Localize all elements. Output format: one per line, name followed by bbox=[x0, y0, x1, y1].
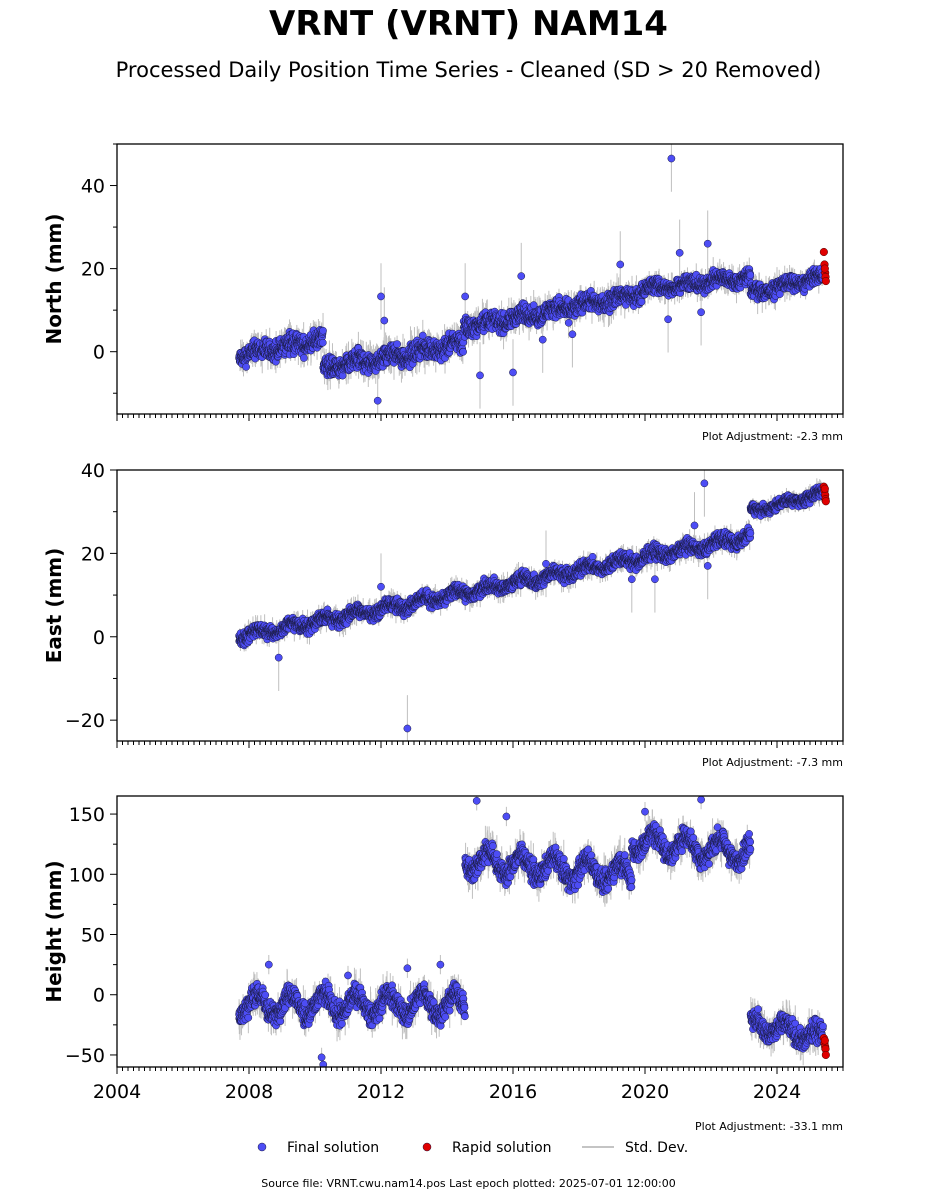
chart-title: VRNT (VRNT) NAM14 bbox=[269, 4, 668, 44]
plot-area bbox=[235, 470, 830, 741]
final-point bbox=[517, 272, 526, 280]
final-point bbox=[242, 363, 250, 371]
y-axis-label: North (mm) bbox=[42, 213, 66, 344]
final-point bbox=[538, 335, 547, 344]
final-point bbox=[393, 340, 401, 348]
plot-area bbox=[235, 144, 830, 414]
final-point bbox=[664, 315, 672, 324]
chart-subtitle: Processed Daily Position Time Series - C… bbox=[115, 58, 822, 82]
final-point bbox=[509, 368, 517, 377]
final-point bbox=[377, 292, 385, 301]
x-axis bbox=[116, 414, 844, 421]
final-point bbox=[697, 308, 705, 317]
rapid-point bbox=[820, 264, 829, 273]
final-point bbox=[568, 330, 577, 339]
final-solution-points bbox=[235, 479, 827, 733]
y-axis: 0 20 40 bbox=[81, 143, 117, 394]
final-point bbox=[529, 301, 538, 309]
final-point bbox=[373, 396, 382, 405]
final-point bbox=[667, 154, 676, 163]
final-point bbox=[703, 239, 712, 248]
final-point bbox=[418, 331, 427, 340]
rapid-solution-points bbox=[819, 247, 830, 286]
final-solution-points bbox=[235, 154, 827, 405]
final-point bbox=[300, 354, 308, 362]
final-point bbox=[459, 347, 467, 356]
final-point bbox=[380, 316, 389, 325]
plot-adjustment: Plot Adjustment: -2.3 mm bbox=[702, 430, 843, 443]
final-point bbox=[637, 297, 646, 306]
y-tick-label: 0 bbox=[93, 342, 105, 364]
y-tick-label: 20 bbox=[81, 259, 105, 281]
y-tick-label: 40 bbox=[81, 176, 105, 198]
panel-north: 0 20 40 North (mm) Plot Adjustment: -2.3 mm bbox=[42, 143, 844, 443]
final-point bbox=[564, 318, 573, 327]
final-point bbox=[318, 338, 327, 347]
final-point bbox=[319, 326, 327, 335]
rapid-point bbox=[821, 277, 830, 286]
final-point bbox=[461, 292, 469, 301]
final-point bbox=[616, 260, 625, 269]
final-point bbox=[675, 248, 684, 257]
final-point bbox=[746, 271, 755, 279]
final-point bbox=[476, 371, 484, 380]
rapid-point bbox=[819, 247, 828, 257]
